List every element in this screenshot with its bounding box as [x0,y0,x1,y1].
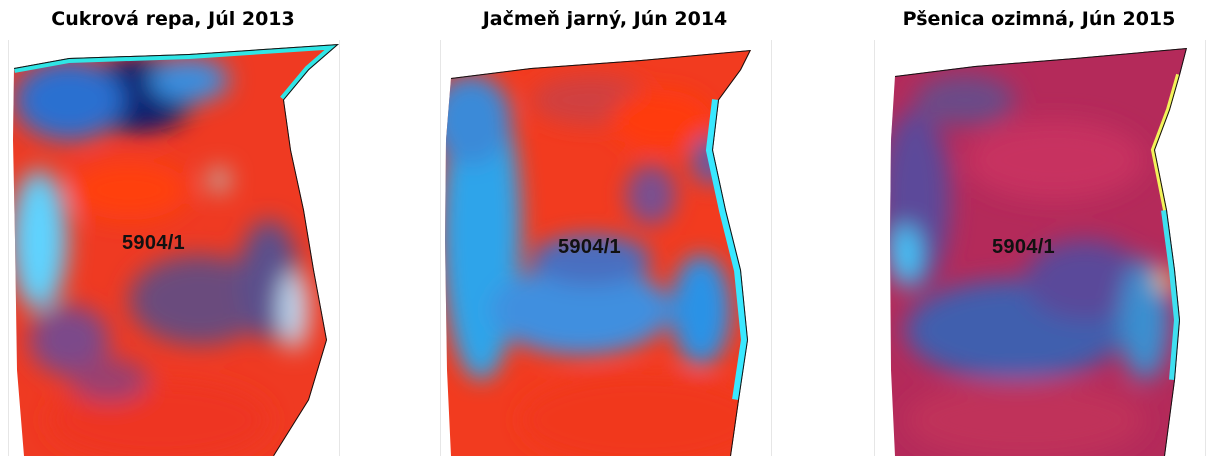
parcel-label: 5904/1 [122,232,185,254]
parcel-label: 5904/1 [558,236,621,258]
panel-title: Pšenica ozimná, Jún 2015 [902,8,1176,30]
panel-title: Cukrová repa, Júl 2013 [51,8,295,30]
field-map [13,44,339,456]
map-frame: 5904/1 [440,40,772,456]
field-map [890,48,1187,456]
map-panel-2013: Cukrová repa, Júl 2013 [8,0,340,456]
map-frame: 5904/1 [874,40,1206,456]
map-panel-2014: Jačmeň jarný, Jún 2014 [440,0,772,456]
map-panel-2015: Pšenica ozimná, Jún 2015 [874,0,1206,456]
field-map [445,50,751,456]
panel-title: Jačmeň jarný, Jún 2014 [482,8,728,30]
parcel-label: 5904/1 [992,236,1055,258]
map-frame: 5904/1 [8,40,340,456]
